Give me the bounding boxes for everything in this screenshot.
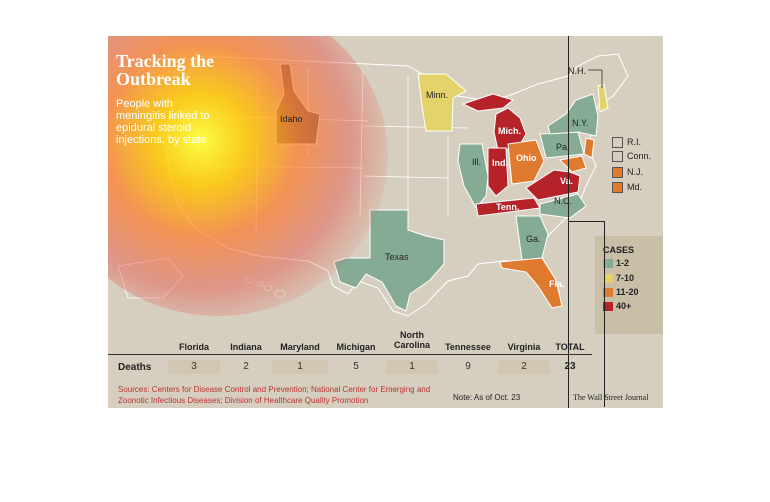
- illinois-state: [457, 143, 489, 209]
- new-jersey-state: [583, 137, 595, 159]
- key-ri: R.I.: [612, 137, 641, 149]
- key-swatch: [612, 137, 623, 149]
- minnesota-state: [417, 73, 467, 132]
- deaths-cell: 2: [243, 361, 249, 372]
- georgia-state: [515, 215, 549, 261]
- col-header: Indiana: [230, 342, 262, 352]
- label-virginia: Va.: [560, 176, 574, 186]
- legend-item: 11-20: [603, 287, 639, 298]
- label-new-hampshire: N.H.: [568, 66, 586, 76]
- michigan-upper: [461, 93, 515, 112]
- deaths-cell: 1: [272, 360, 328, 374]
- new-york-state: [547, 93, 599, 137]
- legend-title: CASES: [603, 245, 635, 255]
- key-swatch: [612, 182, 623, 194]
- deaths-total-cell: 23: [564, 361, 576, 372]
- label-pennsylvania: Pa.: [556, 142, 570, 152]
- label-north-carolina: N.C.: [554, 196, 572, 206]
- deaths-row-label: Deaths: [118, 362, 152, 373]
- label-tennessee: Tenn.: [496, 202, 520, 212]
- legend-swatch: [603, 259, 613, 269]
- key-nj: N.J.: [612, 167, 643, 179]
- legend-item: 40+: [603, 301, 631, 312]
- map-panel: Tracking the Outbreak People with mening…: [108, 36, 663, 408]
- key-swatch: [612, 167, 623, 179]
- credit: The Wall Street Journal: [573, 393, 649, 402]
- deaths-cell: 3: [168, 360, 220, 374]
- col-header-total: TOTAL: [555, 342, 585, 352]
- deaths-cell: 5: [353, 361, 359, 372]
- virginia-state: [525, 169, 581, 201]
- map-subtitle: People with meningitis linked to epidura…: [116, 98, 210, 146]
- source-note: Sources: Centers for Disease Control and…: [118, 385, 431, 405]
- col-header: North Carolina: [393, 330, 430, 350]
- deaths-cell: 9: [465, 361, 471, 372]
- label-new-york: N.Y.: [572, 118, 589, 128]
- ohio-state: [507, 139, 545, 185]
- michigan-state: [493, 107, 527, 151]
- legend-item: 1-2: [603, 258, 629, 269]
- col-header: Tennessee: [445, 342, 491, 352]
- deaths-cell: 1: [386, 360, 438, 374]
- col-header: Virginia: [507, 342, 541, 352]
- label-michigan: Mich.: [498, 126, 522, 136]
- col-header: Michigan: [336, 342, 376, 352]
- label-minnesota: Minn.: [426, 90, 449, 100]
- overlay-vertical-line-2: [604, 221, 605, 407]
- legend-swatch: [603, 274, 613, 284]
- table-divider: [108, 354, 592, 355]
- key-md: Md.: [612, 182, 642, 194]
- label-illinois: Ill.: [472, 157, 481, 167]
- label-texas: Texas: [385, 252, 409, 262]
- label-idaho: Idaho: [280, 114, 303, 124]
- col-header: Florida: [178, 342, 209, 352]
- key-conn: Conn.: [612, 151, 651, 163]
- overlay-horizontal-line: [568, 221, 604, 222]
- north-carolina-state: [539, 193, 587, 219]
- cases-legend: CASES 1-2 7-10 11-20 40+: [595, 236, 663, 334]
- indiana-state: [487, 147, 509, 197]
- label-indiana: Ind.: [492, 158, 508, 168]
- legend-item: 7-10: [603, 273, 634, 284]
- label-florida: Fla.: [549, 279, 565, 289]
- label-ohio: Ohio: [516, 153, 537, 163]
- florida-state: [499, 257, 563, 309]
- deaths-cell: 2: [498, 360, 550, 374]
- legend-swatch: [603, 288, 613, 298]
- legend-swatch: [603, 302, 613, 312]
- date-note: Note: As of Oct. 23: [453, 393, 521, 402]
- label-georgia: Ga.: [526, 234, 541, 244]
- key-swatch: [612, 151, 623, 163]
- col-header: Maryland: [280, 342, 320, 352]
- map-title: Tracking the Outbreak: [116, 51, 215, 89]
- overlay-vertical-line: [568, 36, 569, 408]
